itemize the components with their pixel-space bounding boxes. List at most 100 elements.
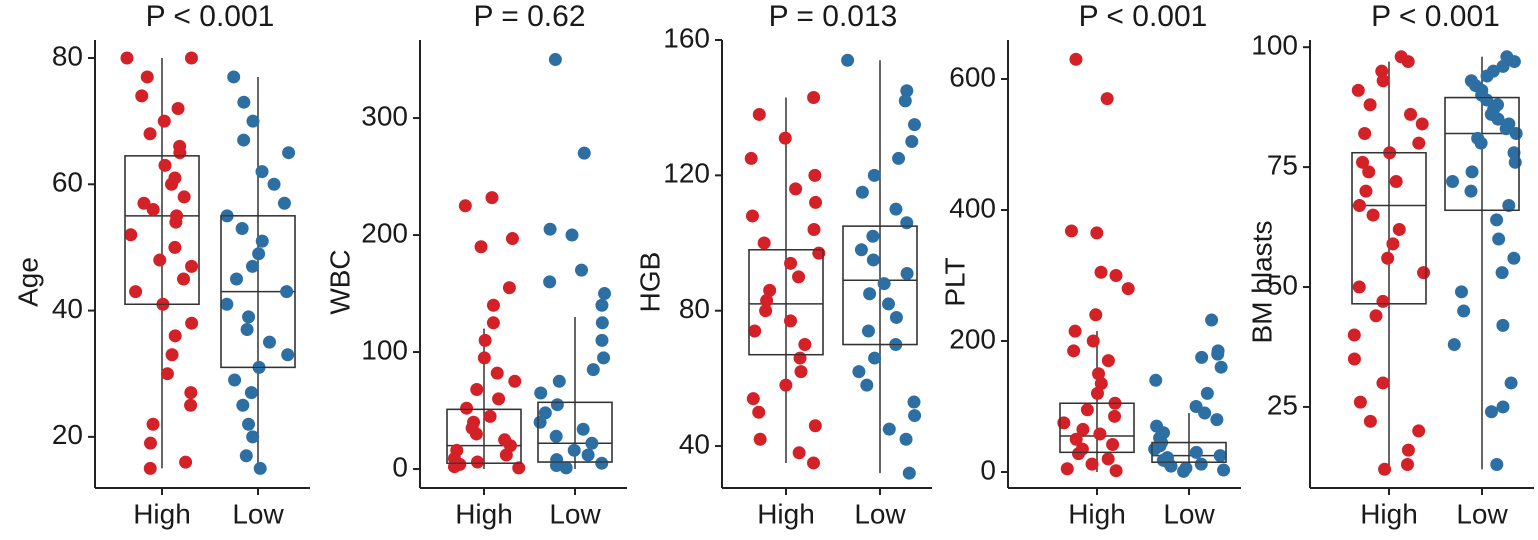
point: [549, 429, 563, 443]
point: [1446, 174, 1460, 188]
box-outline: [446, 408, 522, 464]
y-tick-label: 40: [52, 293, 83, 324]
y-tick-label: 50: [1267, 269, 1298, 300]
point: [447, 460, 461, 474]
point: [1092, 367, 1106, 381]
point: [748, 324, 762, 338]
point: [1109, 464, 1123, 478]
point: [165, 348, 179, 362]
point: [595, 316, 609, 330]
point: [153, 253, 167, 267]
point: [1415, 117, 1429, 131]
point: [892, 151, 906, 165]
point: [1491, 112, 1505, 126]
point: [900, 216, 914, 230]
point: [508, 374, 522, 388]
point: [281, 348, 295, 362]
point: [244, 386, 258, 400]
point: [184, 51, 198, 65]
point: [267, 177, 281, 191]
point: [146, 417, 160, 431]
point: [1492, 232, 1506, 246]
point: [1363, 98, 1377, 112]
point: [173, 146, 187, 160]
point: [1464, 184, 1478, 198]
point: [1363, 414, 1377, 428]
x-tick-label: Low: [549, 498, 601, 529]
point: [744, 151, 758, 165]
box-outline: [748, 249, 824, 356]
point: [861, 324, 875, 338]
point: [220, 297, 234, 311]
point: [177, 272, 191, 286]
y-tick-label: 300: [361, 100, 408, 131]
point: [1412, 424, 1426, 438]
point: [1412, 136, 1426, 150]
point: [907, 118, 921, 132]
point: [470, 382, 484, 396]
point: [534, 386, 548, 400]
point: [1358, 127, 1372, 141]
box-outline: [1351, 152, 1427, 305]
point: [1484, 405, 1498, 419]
point: [852, 365, 866, 379]
point: [855, 185, 869, 199]
point: [809, 195, 823, 209]
point: [1404, 107, 1418, 121]
y-tick-label: 25: [1267, 389, 1298, 420]
point: [255, 165, 269, 179]
point: [1205, 313, 1219, 327]
point: [882, 422, 896, 436]
point: [1177, 464, 1191, 478]
point: [502, 281, 516, 295]
point: [1100, 92, 1114, 106]
point: [907, 395, 921, 409]
point: [543, 275, 557, 289]
point: [458, 199, 472, 213]
point: [1480, 69, 1494, 83]
point: [1085, 457, 1099, 471]
point: [1211, 347, 1225, 361]
point: [807, 222, 821, 236]
point: [237, 133, 251, 147]
y-axis-label: BM blasts: [1246, 221, 1277, 344]
point: [581, 448, 595, 462]
y-tick-label: 75: [1267, 149, 1298, 180]
point: [784, 314, 798, 328]
point: [242, 310, 256, 324]
point: [808, 168, 822, 182]
point: [242, 417, 256, 431]
point: [160, 367, 174, 381]
point: [143, 436, 157, 450]
point: [263, 335, 277, 349]
point: [1093, 427, 1107, 441]
point: [252, 247, 266, 261]
point: [1447, 338, 1461, 352]
point: [882, 297, 896, 311]
y-tick-label: 200: [361, 217, 408, 248]
point: [1502, 198, 1516, 212]
point: [1353, 395, 1367, 409]
point: [1417, 266, 1431, 280]
point: [1496, 59, 1510, 73]
point: [184, 398, 198, 412]
point: [146, 203, 160, 217]
point: [1089, 308, 1103, 322]
point: [1509, 127, 1523, 141]
point: [792, 446, 806, 460]
point: [778, 131, 792, 145]
point: [1057, 416, 1071, 430]
point: [1094, 377, 1108, 391]
point: [1496, 318, 1510, 332]
point: [512, 461, 526, 475]
point: [595, 333, 609, 347]
point: [877, 277, 891, 291]
point: [255, 234, 269, 248]
point: [577, 146, 591, 160]
point: [863, 287, 877, 301]
point: [1347, 352, 1361, 366]
point: [169, 215, 183, 229]
point: [794, 365, 808, 379]
point: [597, 351, 611, 365]
point: [1454, 285, 1468, 299]
